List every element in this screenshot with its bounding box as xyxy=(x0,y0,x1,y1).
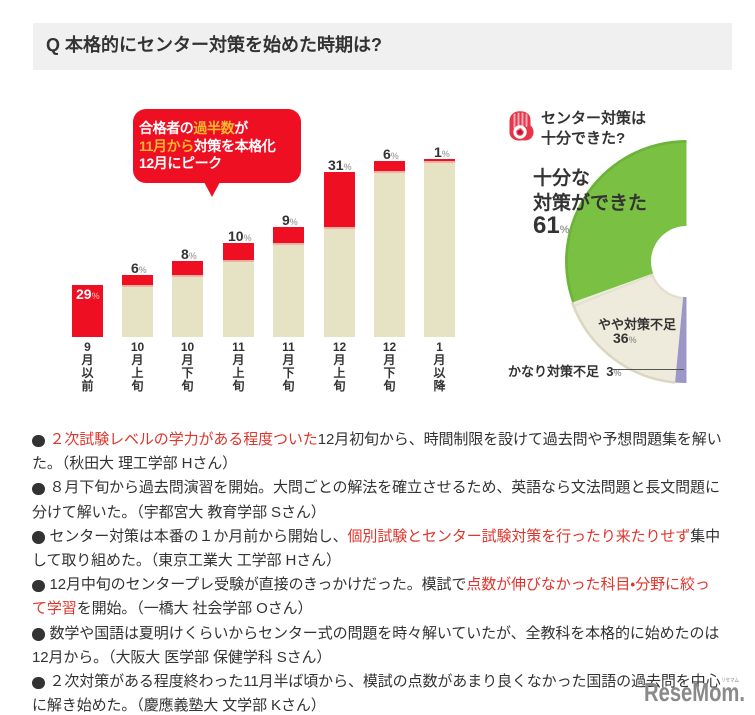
svg-text:リセマム: リセマム xyxy=(721,677,739,684)
svg-text:ReseMom.: ReseMom. xyxy=(644,677,745,705)
